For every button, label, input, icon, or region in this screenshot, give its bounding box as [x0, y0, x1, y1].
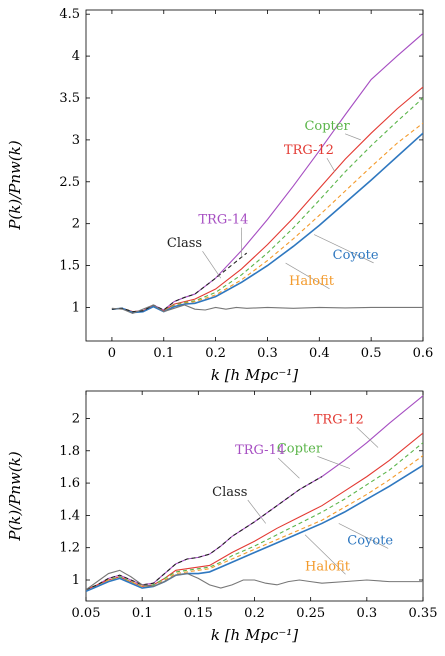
x-tick-label: 0.05 — [72, 606, 101, 621]
series-line-no-wiggle — [86, 569, 423, 591]
y-tick-label: 2 — [72, 217, 80, 232]
x-tick-label: 0.2 — [205, 346, 226, 361]
x-tick-label: 0.1 — [153, 346, 174, 361]
series-line-trg-12 — [111, 86, 423, 313]
x-tick-label: 0.35 — [409, 606, 438, 621]
y-tick-label: 1 — [72, 573, 80, 588]
series-line-no-wiggle — [111, 304, 423, 314]
annotation-leader — [202, 250, 222, 279]
series-line-trg-14 — [111, 33, 423, 313]
annotation-label: Copter — [277, 441, 323, 456]
annotation-label: Class — [167, 236, 202, 251]
y-tick-label: 4 — [72, 49, 80, 64]
series-group — [86, 395, 423, 593]
y-tick-label: 1.8 — [59, 444, 80, 459]
annotation-label: Class — [212, 485, 247, 500]
series-line-class — [86, 476, 323, 591]
series-line-trg-14 — [86, 395, 423, 591]
annotation-leader — [285, 262, 330, 290]
series-line-copter — [111, 97, 423, 313]
y-tick-label: 1.2 — [59, 541, 80, 556]
x-tick-label: 0.25 — [296, 606, 325, 621]
annotation-label: Coyote — [347, 533, 393, 548]
x-tick-label: 0.5 — [361, 346, 382, 361]
y-tick-label: 4.5 — [59, 7, 80, 22]
annotation-leader — [317, 456, 351, 469]
x-tick-label: 0.4 — [309, 346, 330, 361]
y-tick-label: 3 — [72, 133, 80, 148]
annotation-label: Coyote — [333, 248, 379, 263]
x-tick-label: 0.2 — [244, 606, 265, 621]
series-line-class — [111, 252, 248, 313]
annotation-label: TRG-14 — [235, 443, 285, 458]
annotation-leader — [247, 499, 267, 524]
series-group — [111, 33, 423, 314]
y-tick-label: 1.5 — [59, 259, 80, 274]
annotation-leader — [313, 234, 374, 264]
series-line-copter — [86, 442, 423, 591]
series-line-coyote — [111, 132, 423, 314]
y-tick-label: 1.6 — [59, 476, 80, 491]
annotation-leader — [356, 427, 379, 448]
annotation-label: TRG-12 — [314, 412, 364, 427]
annotation-label: Halofit — [289, 274, 335, 289]
series-line-halofit — [111, 122, 423, 313]
top-panel: 0 0.1 0.2 0.3 0.4 0.5 0.6 1 1.5 2 2.5 3 3.5 4 4.5 k [h … — [6, 7, 433, 384]
annotation-leader — [344, 133, 361, 141]
y-tick-label: 2 — [72, 411, 80, 426]
annotation-label: TRG-12 — [284, 143, 334, 158]
y-axis-label: P(k)/Pnw(k) — [6, 451, 24, 541]
annotation-leader — [326, 157, 336, 172]
annotation-label: Copter — [304, 119, 350, 134]
x-axis-label: k [h Mpc⁻¹] — [211, 366, 298, 384]
series-line-coyote — [86, 464, 423, 593]
y-tick-label: 2.5 — [59, 175, 80, 190]
x-tick-label: 0.6 — [413, 346, 434, 361]
bottom-panel: 0.05 0.1 0.15 0.2 0.25 0.3 0.35 1 1.2 1.4 1.6 1.8 2 k… — [6, 390, 438, 644]
x-tick-label: 0.1 — [132, 606, 153, 621]
x-tick-label: 0.3 — [257, 346, 278, 361]
annotation-leader — [304, 534, 346, 575]
y-axis-label: P(k)/Pnw(k) — [6, 140, 24, 230]
annotation-leader — [338, 523, 389, 549]
annotation-label: TRG-14 — [198, 213, 248, 228]
y-tick-label: 3.5 — [59, 91, 80, 106]
annotation-label: Halofit — [305, 559, 351, 574]
x-tick-label: 0.15 — [184, 606, 213, 621]
x-tick-label: 0 — [108, 346, 116, 361]
x-axis-label: k [h Mpc⁻¹] — [211, 626, 298, 644]
annotation-leader — [277, 457, 300, 479]
y-tick-label: 1 — [72, 300, 80, 315]
plot-frame — [85, 9, 424, 342]
y-tick-label: 1.4 — [59, 508, 80, 523]
x-tick-label: 0.3 — [356, 606, 377, 621]
series-line-halofit — [86, 455, 423, 591]
